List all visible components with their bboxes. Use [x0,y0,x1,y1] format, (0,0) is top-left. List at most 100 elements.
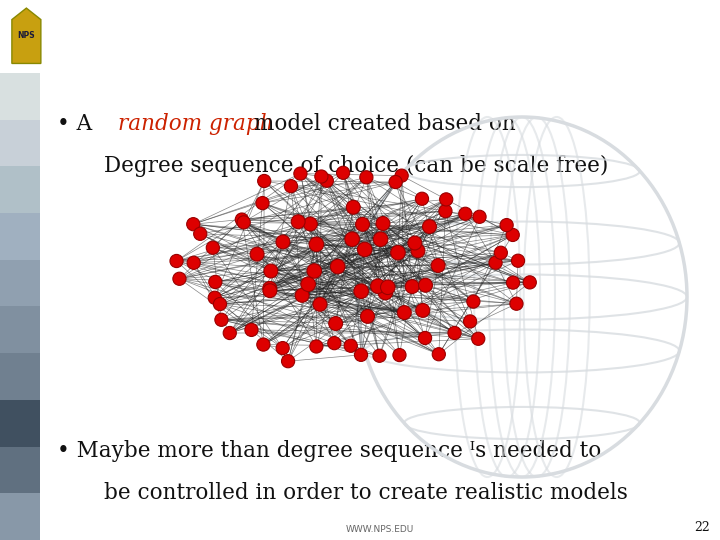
Bar [0,447,40,494]
Point [321,177,333,185]
Point [501,221,513,230]
Point [412,247,423,255]
Point [399,308,410,317]
Point [441,195,452,204]
Point [294,169,306,178]
Point [396,171,408,180]
Text: SCHOOL: SCHOOL [47,35,72,40]
Point [512,256,523,265]
Point [507,231,518,239]
Point [433,350,444,359]
Point [495,248,507,257]
Text: model created based on: model created based on [254,113,516,134]
Point [305,220,316,228]
Point [282,357,294,366]
Point [209,293,220,302]
Point [464,317,476,326]
Point [348,203,359,212]
Point [174,274,185,283]
Point [416,194,428,203]
Point [423,222,435,231]
Point [246,326,257,334]
Point [258,340,269,349]
Point [215,300,226,308]
Point [210,278,221,286]
Text: NPS: NPS [17,31,35,39]
Point [361,173,372,181]
Point [379,288,391,297]
Bar [0,213,40,260]
Point [338,168,349,177]
Point [392,248,404,257]
Point [372,282,384,291]
Bar [0,494,40,540]
Point [419,334,431,342]
Point [394,351,405,360]
Point [382,283,394,292]
Point [251,250,263,259]
Point [257,199,269,207]
Point [375,235,387,244]
Text: The configuration model: The configuration model [312,24,698,51]
Bar [0,260,40,306]
Point [187,220,199,228]
Point [264,284,276,293]
Point [264,286,276,295]
Text: POSTGRADUATE: POSTGRADUATE [47,24,91,29]
Point [328,339,340,347]
Point [332,262,343,271]
Point [440,207,451,215]
Point [216,315,228,324]
Bar [0,353,40,400]
Bar [0,306,40,353]
Point [345,341,356,350]
Point [258,177,270,185]
Point [524,278,536,287]
Point [194,230,206,238]
Point [236,215,248,224]
Point [292,218,304,226]
Point [277,238,289,246]
Point [420,281,431,289]
Text: NAVAL: NAVAL [47,13,67,18]
Bar [0,166,40,213]
Point [472,334,484,343]
Point [508,278,519,287]
Point [356,287,367,295]
Point [302,280,314,288]
Text: Degree sequence of choice (can be scale free): Degree sequence of choice (can be scale … [104,154,608,177]
Text: 22: 22 [694,522,710,535]
Point [330,319,341,328]
Point [310,342,322,351]
Point [474,212,485,221]
Point [406,282,418,291]
Point [207,244,219,252]
Text: random graph: random graph [118,113,274,134]
Point [315,172,327,181]
Point [409,239,420,247]
Point [390,178,401,186]
Point [357,220,369,228]
Bar [0,400,40,447]
Point [277,344,289,353]
Point [361,312,373,321]
Text: WWW.NPS.EDU: WWW.NPS.EDU [346,525,414,535]
Point [417,306,428,315]
Text: • A: • A [57,113,91,134]
Point [314,300,325,309]
Point [297,291,308,300]
Point [346,235,358,244]
Point [377,219,389,228]
Point [432,261,444,270]
Point [374,352,385,360]
Point [224,329,235,338]
Point [308,267,320,275]
Point [285,182,297,191]
Point [310,240,322,248]
Point [459,210,471,218]
Point [467,297,479,306]
Point [490,259,501,267]
Point [238,218,249,227]
Bar [0,73,40,119]
Point [171,256,182,265]
